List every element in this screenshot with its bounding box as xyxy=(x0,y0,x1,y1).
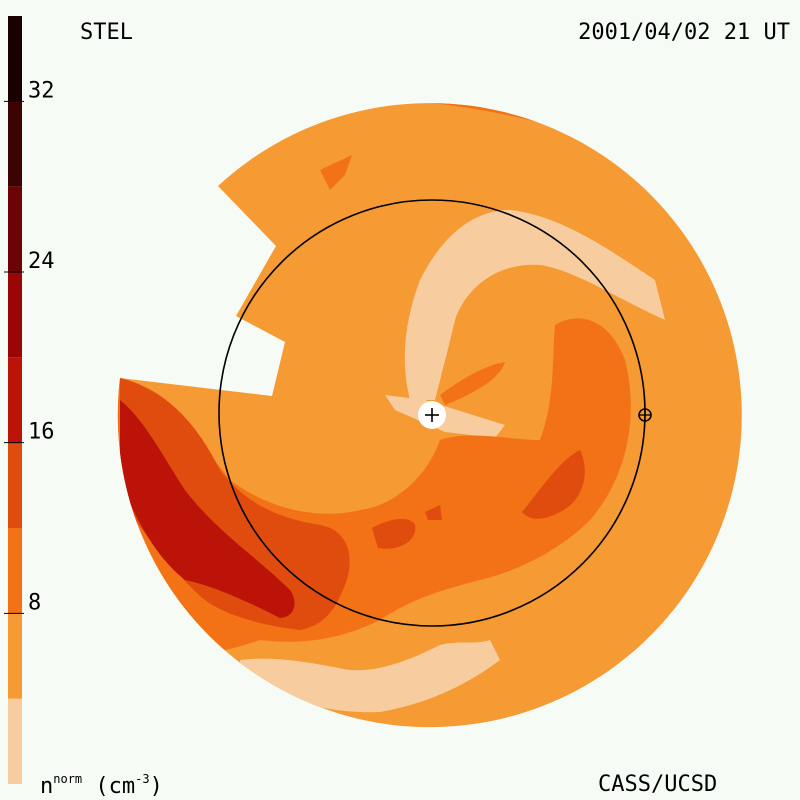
earth-marker xyxy=(638,408,652,422)
observatory-label: STEL xyxy=(80,20,133,45)
credit-label: CASS/UCSD xyxy=(598,772,718,797)
units-base: n xyxy=(40,774,54,799)
colorbar-level-8-12 xyxy=(8,528,22,614)
level-8-12-north-patch xyxy=(320,155,352,190)
colorbar-level-0-4 xyxy=(8,698,22,784)
colorbar-tick-label-8: 8 xyxy=(28,590,41,615)
units-superscript: norm xyxy=(53,772,83,786)
units-paren: (cm xyxy=(95,774,136,799)
colorbar: 8 16 24 32 xyxy=(4,16,55,784)
colorbar-level-12-16 xyxy=(8,442,22,528)
level-8-12-spoke xyxy=(440,362,505,405)
units-label: nnorm (cm-3) xyxy=(40,772,163,799)
colorbar-level-24-28 xyxy=(8,186,22,272)
sun-center-marker xyxy=(418,401,446,429)
colorbar-tick-label-24: 24 xyxy=(28,249,55,274)
colorbar-level-32-36 xyxy=(8,16,22,102)
units-close: ) xyxy=(149,774,163,799)
level-12-16-east-patch xyxy=(522,450,585,519)
colorbar-tick-label-16: 16 xyxy=(28,420,55,445)
colorbar-level-16-20 xyxy=(8,357,22,443)
low-density-band-south xyxy=(240,640,500,713)
colorbar-level-4-8 xyxy=(8,613,22,699)
level-12-16-island-2 xyxy=(425,505,442,520)
units-exponent: -3 xyxy=(135,772,150,786)
level-16-20-west xyxy=(120,400,295,618)
datetime-label: 2001/04/02 21 UT xyxy=(578,20,790,45)
level-12-16-island-1 xyxy=(372,518,416,549)
colorbar-level-20-24 xyxy=(8,272,22,358)
colorbar-level-28-32 xyxy=(8,101,22,187)
colorbar-tick-label-32: 32 xyxy=(28,78,55,103)
low-density-arc-north xyxy=(404,210,665,400)
